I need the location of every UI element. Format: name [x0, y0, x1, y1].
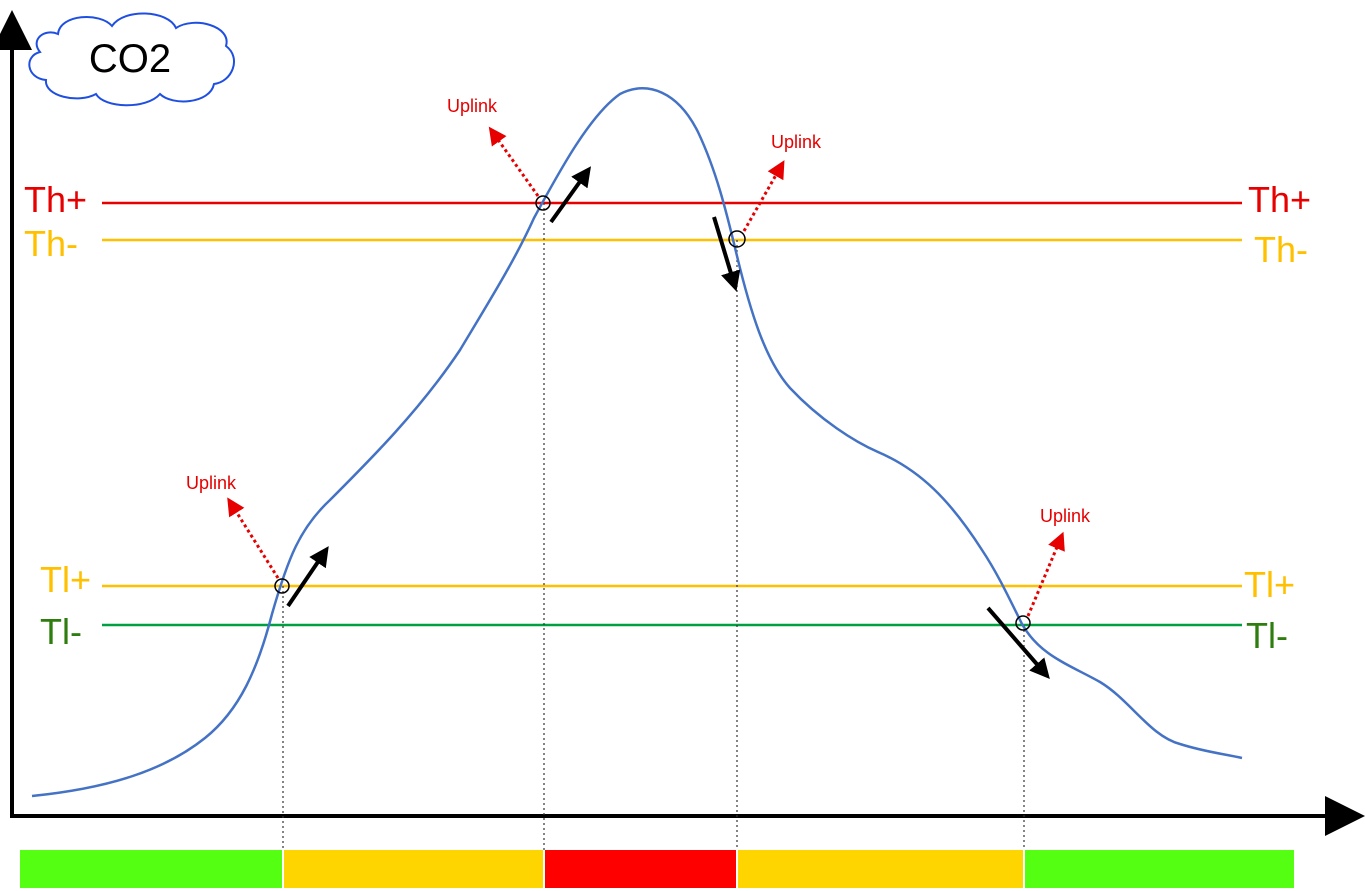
co2-cloud: CO2 — [28, 12, 235, 107]
uplink-arrow-3 — [742, 160, 785, 232]
crossing-point-tl-minus — [1015, 615, 1031, 631]
direction-arrow-down-3 — [712, 216, 741, 292]
co2-curve — [31, 87, 1243, 798]
direction-arrow-up-2 — [549, 166, 591, 224]
label-th-minus-right: Th- — [1254, 229, 1308, 270]
label-tl-minus-left: Tl- — [40, 611, 82, 652]
chart-title: CO2 — [89, 37, 171, 81]
label-th-plus-left: Th+ — [24, 179, 87, 220]
uplink-arrow-2 — [488, 126, 540, 197]
label-th-minus-left: Th- — [24, 223, 78, 264]
label-th-plus-right: Th+ — [1248, 179, 1311, 220]
uplink-arrow-4 — [1026, 531, 1065, 617]
cloud-shape — [28, 12, 235, 107]
direction-arrow-down-4 — [986, 606, 1050, 680]
uplink-label-3: Uplink — [771, 132, 822, 152]
state-segment-medium-2 — [738, 850, 1023, 888]
label-tl-plus-right: Tl+ — [1244, 564, 1295, 605]
state-bar — [20, 850, 1294, 888]
label-tl-minus-right: Tl- — [1246, 615, 1288, 656]
label-tl-plus-left: Tl+ — [40, 559, 91, 600]
crossing-point-th-minus — [728, 230, 746, 248]
uplink-label-4: Uplink — [1040, 506, 1091, 526]
uplink-label-2: Uplink — [447, 96, 498, 116]
uplink-label-1: Uplink — [186, 473, 237, 493]
state-segment-high — [545, 850, 736, 888]
crossing-point-th-plus — [535, 195, 551, 211]
crossing-point-tl-plus — [274, 578, 290, 594]
state-segment-medium-1 — [284, 850, 543, 888]
direction-arrow-up-1 — [286, 546, 329, 608]
uplink-arrow-1 — [227, 497, 280, 579]
state-segment-low-1 — [20, 850, 282, 888]
state-segment-low-2 — [1025, 850, 1294, 888]
